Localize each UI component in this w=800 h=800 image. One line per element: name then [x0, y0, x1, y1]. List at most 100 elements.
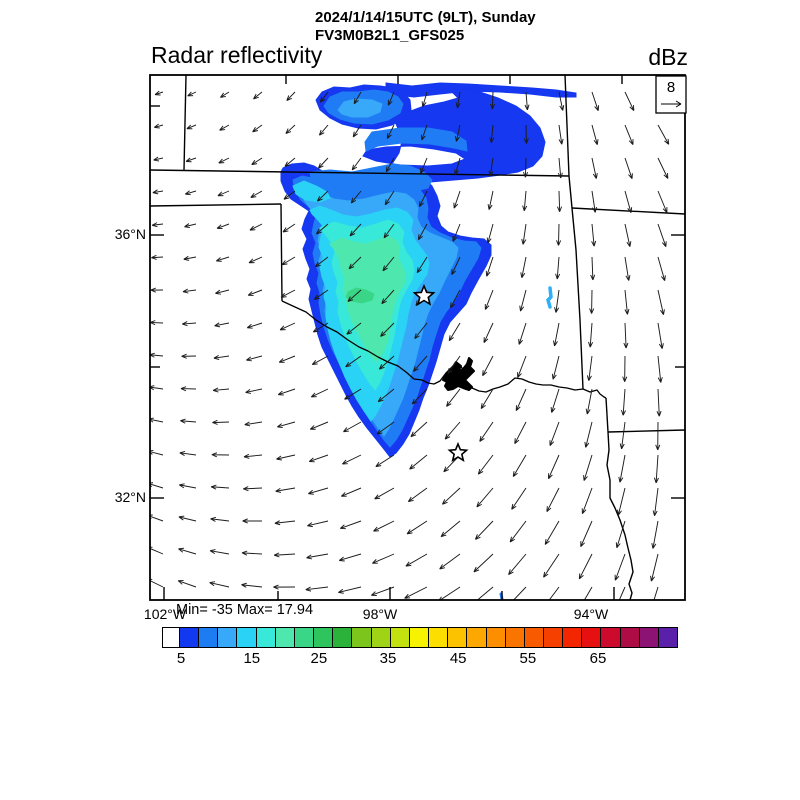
wind-arrow: [479, 421, 494, 442]
colorbar-segment: [563, 628, 583, 647]
wind-arrow: [248, 256, 263, 264]
colorbar-segment: [620, 628, 640, 647]
wind-arrow: [441, 487, 461, 505]
wind-arrow: [439, 553, 461, 570]
wind-arrow: [373, 520, 395, 532]
wind-arrow: [220, 91, 230, 98]
wind-arrow: [286, 91, 296, 101]
wind-arrow: [213, 354, 230, 360]
reflectivity-contour: [345, 287, 375, 304]
colorbar-segment: [409, 628, 430, 647]
lon-axis-label: 94°W: [573, 606, 609, 622]
reference-vector-box: [655, 75, 687, 114]
colorbar-segment: [371, 628, 391, 647]
wind-arrow: [489, 91, 495, 110]
wind-arrow: [417, 223, 428, 241]
wind-arrow: [440, 520, 461, 538]
wind-arrow: [274, 520, 296, 526]
wind-arrow: [211, 452, 230, 458]
wind-arrow: [477, 454, 494, 475]
wind-arrow: [404, 586, 428, 599]
wind-arrow: [590, 256, 596, 281]
colorbar-segment: [256, 628, 276, 647]
wind-arrow: [308, 487, 329, 495]
page-title: Radar reflectivity: [151, 42, 323, 68]
wind-arrow: [518, 322, 527, 345]
wind-arrow: [551, 355, 560, 380]
wind-arrow: [657, 322, 664, 349]
wind-arrow: [653, 454, 659, 484]
wind-arrow: [318, 124, 329, 136]
wind-arrow: [486, 223, 494, 244]
wind-arrow: [309, 421, 329, 430]
state-border: [606, 431, 634, 600]
wind-arrow: [183, 255, 197, 261]
run-title: 2024/1/14/15UTC (9LT), Sunday FV3M0B2L1_G…: [315, 9, 536, 45]
wind-arrow: [653, 586, 659, 600]
wind-arrow: [450, 289, 461, 309]
wind-arrow: [181, 353, 197, 359]
wind-arrow: [543, 553, 560, 578]
colorbar-segment: [486, 628, 506, 647]
wind-arrow: [178, 515, 197, 522]
wind-arrow: [241, 582, 263, 588]
wind-arrow: [215, 256, 230, 262]
wind-arrow: [549, 421, 560, 446]
wind-arrow: [277, 388, 296, 396]
star-marker: [412, 283, 436, 306]
colorbar-segment: [658, 628, 678, 647]
wind-arrow: [276, 454, 296, 461]
wind-arrow: [178, 547, 197, 555]
wind-arrow: [338, 586, 362, 594]
wind-arrow: [247, 289, 263, 296]
colorbar-tick-label: 25: [310, 650, 328, 667]
wind-arrow: [212, 387, 230, 393]
wind-arrow: [624, 289, 630, 315]
wind-arrow: [411, 388, 428, 405]
wind-arrow: [420, 124, 428, 141]
wind-arrow: [657, 256, 666, 282]
wind-arrow: [550, 388, 560, 413]
wind-arrow: [348, 256, 362, 270]
wind-arrow: [251, 157, 263, 166]
wind-arrow: [483, 322, 494, 344]
wind-arrow: [485, 256, 494, 277]
wind-arrow: [618, 454, 626, 483]
wind-arrow: [305, 586, 329, 592]
wind-arrow: [347, 289, 362, 303]
reflectivity-dash: [546, 286, 553, 309]
wind-arrow: [352, 124, 362, 138]
state-border: [183, 75, 187, 171]
wind-arrow: [214, 322, 230, 328]
wind-arrow: [410, 421, 428, 438]
wind-arrow: [153, 156, 164, 162]
wind-arrow: [376, 421, 395, 435]
wind-arrow: [317, 157, 329, 169]
wind-arrow: [591, 223, 597, 247]
wind-arrow: [349, 223, 362, 237]
colorbar-segment: [352, 628, 372, 647]
wind-arrow: [284, 157, 296, 167]
wind-arrow: [520, 256, 527, 279]
wind-arrow: [624, 223, 632, 247]
wind-arrow: [215, 289, 230, 295]
wind-arrow: [482, 355, 494, 377]
minmax-stats: Min= -35 Max= 17.94: [176, 602, 314, 618]
state-border: [564, 75, 570, 177]
wind-arrow: [578, 553, 593, 580]
wind-arrow: [521, 223, 527, 245]
wind-arrow: [372, 553, 395, 564]
wind-arrow: [150, 578, 164, 588]
reflectivity-contour: [337, 98, 383, 118]
wind-arrow: [511, 487, 527, 510]
wind-arrow: [620, 388, 626, 416]
colorbar-segment: [333, 628, 353, 647]
wind-arrow: [377, 388, 395, 403]
wind-arrow: [557, 157, 563, 179]
wind-arrow: [420, 157, 428, 174]
wind-arrow: [340, 487, 362, 497]
wind-arrow: [150, 385, 164, 391]
wind-arrow: [585, 388, 593, 415]
colorbar-segment: [390, 628, 410, 647]
wind-arrow: [316, 190, 329, 202]
